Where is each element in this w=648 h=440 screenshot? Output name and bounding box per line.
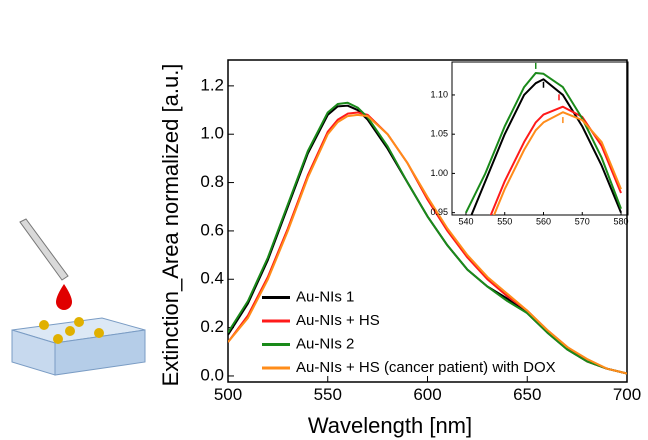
- x-tick-label: 550: [314, 385, 342, 404]
- x-tick-label: 560: [536, 217, 551, 227]
- series-line: [228, 101, 627, 375]
- x-tick-label: 540: [458, 217, 473, 227]
- x-axis-title: Wavelength [nm]: [308, 413, 472, 438]
- x-tick-label: 570: [575, 217, 590, 227]
- legend-label: Au-NIs + HS: [296, 312, 380, 329]
- x-tick-label: 600: [413, 385, 441, 404]
- particle: [53, 334, 63, 344]
- x-tick-label: 650: [513, 385, 541, 404]
- y-tick-label: 0.8: [200, 172, 224, 191]
- pipette: [19, 218, 69, 281]
- y-tick-label: 0.2: [200, 317, 224, 336]
- plot-area: [465, 62, 622, 215]
- series-line: [492, 111, 622, 215]
- legend-label: Au-NIs + HS (cancer patient) with DOX: [296, 359, 556, 376]
- y-tick-label: 1.05: [430, 129, 448, 139]
- legend-label: Au-NIs 2: [296, 335, 354, 352]
- plot-area: [228, 101, 627, 375]
- x-tick-label: 580: [614, 217, 629, 227]
- series-line: [228, 104, 627, 375]
- particle: [94, 328, 104, 338]
- series-line: [470, 78, 622, 215]
- series-line: [489, 105, 622, 215]
- slide-front: [54, 329, 146, 376]
- y-tick-label: 0.6: [200, 220, 224, 239]
- particle: [74, 317, 84, 327]
- legend-label: Au-NIs 1: [296, 288, 354, 305]
- y-tick-label: 0.95: [430, 207, 448, 217]
- y-tick-label: 1.0: [200, 124, 224, 143]
- particle: [65, 326, 75, 336]
- x-tick-label: 550: [497, 217, 512, 227]
- series-line: [228, 111, 627, 375]
- y-tick-label: 0.0: [200, 365, 224, 384]
- y-tick-label: 1.10: [430, 89, 448, 99]
- plot-frame: [451, 61, 629, 216]
- y-axis-title: Extinction_Area normalized [a.u.]: [158, 64, 183, 387]
- series-line: [465, 71, 622, 214]
- x-tick-label: 500: [214, 385, 242, 404]
- illustration: [11, 218, 146, 376]
- drop: [56, 284, 72, 310]
- y-tick-label: 1.2: [200, 75, 224, 94]
- y-tick-label: 0.4: [200, 269, 224, 288]
- y-tick-label: 1.00: [430, 168, 448, 178]
- series-line: [228, 113, 627, 375]
- particle: [39, 320, 49, 330]
- x-tick-label: 700: [613, 385, 641, 404]
